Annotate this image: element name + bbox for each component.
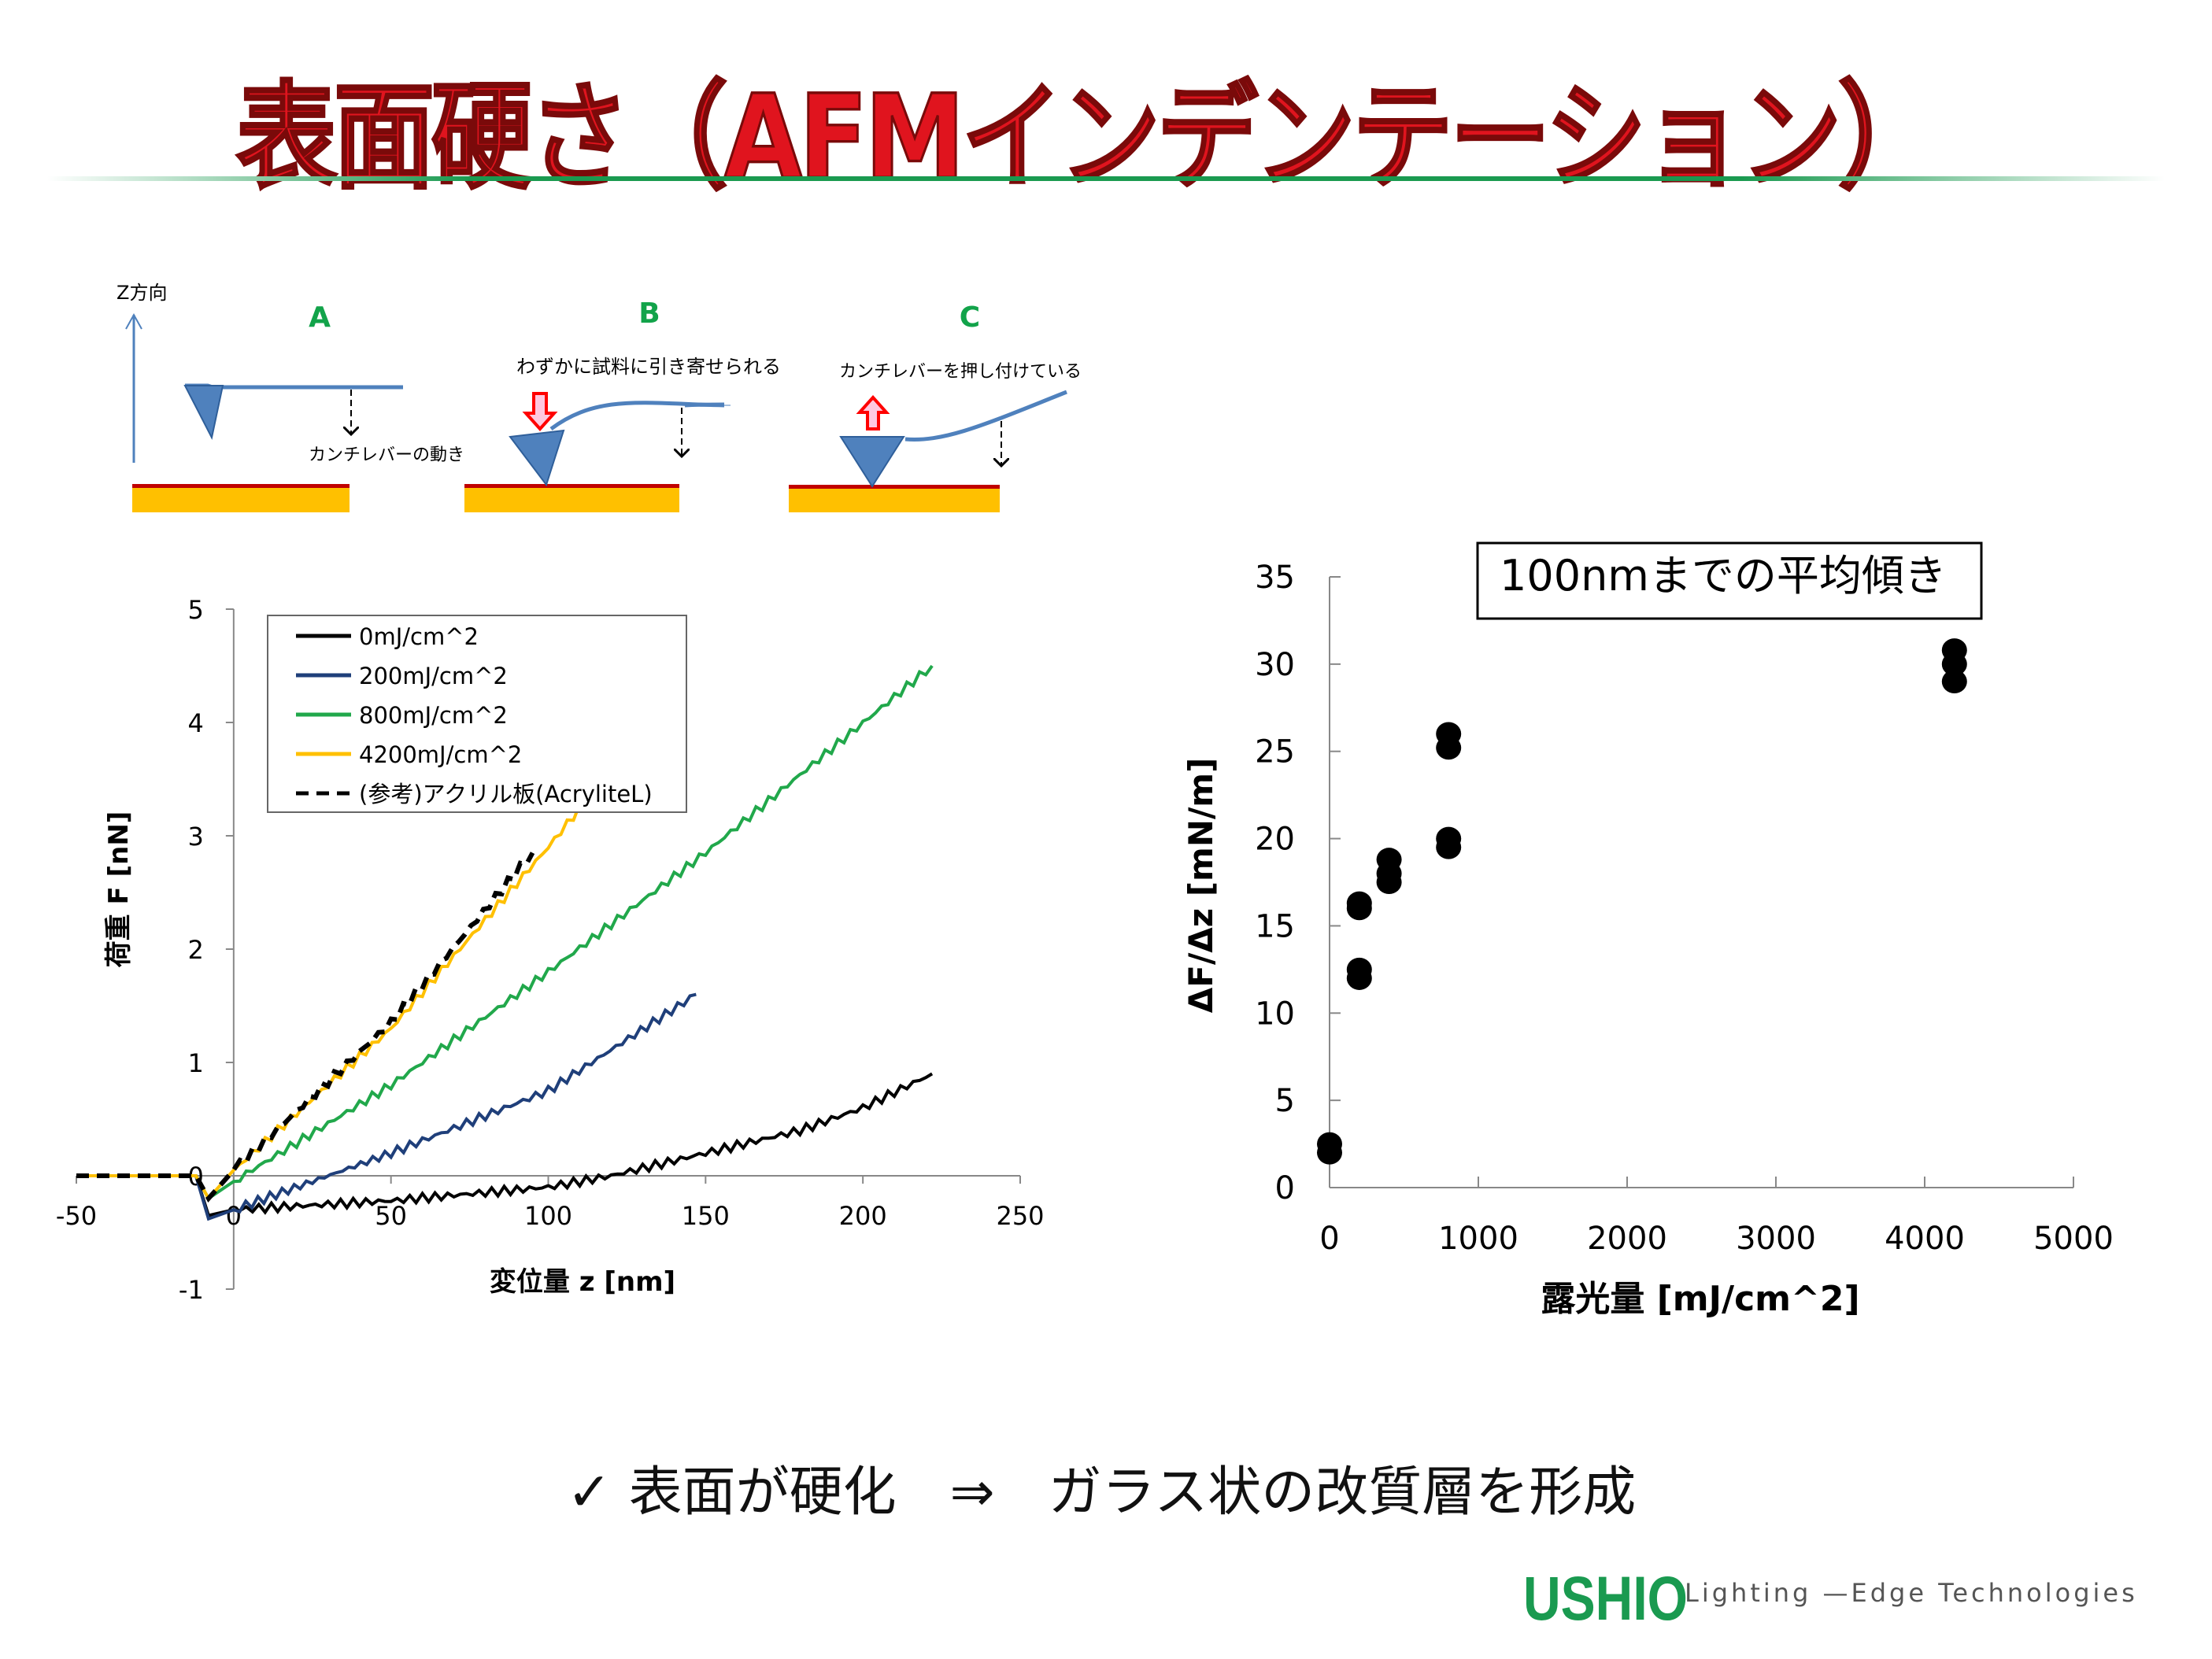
data-point	[1317, 1132, 1342, 1156]
attract-arrow-icon	[522, 392, 558, 431]
y-tick-label: 2	[187, 935, 203, 965]
substrate-c	[789, 488, 1000, 512]
y-tick-label: 3	[187, 822, 203, 852]
tagline: Lighting —Edge Technologies	[1685, 1578, 2138, 1608]
annotation-box	[1476, 541, 1983, 620]
x-tick-label: 50	[375, 1201, 407, 1231]
x-tick-label: 100	[524, 1201, 572, 1231]
legend-label-3: 4200mJ/cm^2	[359, 741, 522, 768]
y-tick-label: 0	[1275, 1170, 1295, 1206]
y-tick-label: 35	[1255, 560, 1295, 596]
cantilever-c	[904, 390, 1067, 442]
legend-label-2: 800mJ/cm^2	[359, 702, 508, 729]
series-line-4	[76, 852, 535, 1203]
y-tick-label: 30	[1255, 647, 1295, 683]
annotation-text: 100nmまでの平均傾き	[1500, 551, 1947, 600]
data-point	[1436, 722, 1462, 746]
cantilever-motion-note: カンチレバーの動き	[309, 445, 464, 465]
tip-b	[509, 429, 565, 487]
y-tick-label: 1	[187, 1048, 203, 1078]
panel-c-label: C	[960, 301, 980, 334]
series-line-2	[76, 664, 934, 1201]
x-tick-label: 1000	[1438, 1221, 1518, 1257]
data-point	[1346, 891, 1372, 915]
data-point	[1376, 848, 1402, 872]
y-axis-title: ΔF/Δz [mN/m]	[1182, 758, 1220, 1014]
push-arrow-icon	[856, 395, 890, 430]
x-tick-label: 0	[1319, 1221, 1339, 1257]
x-tick-label: 2000	[1587, 1221, 1667, 1257]
substrate-b	[464, 486, 679, 512]
x-axis-title: 変位量 z [nm]	[490, 1266, 675, 1298]
legend-label-1: 200mJ/cm^2	[359, 663, 508, 689]
y-tick-label: 5	[1275, 1083, 1295, 1119]
series-line-0	[76, 1072, 934, 1217]
page-title: 表面硬さ（AFMインデンテーション）	[235, 69, 1940, 207]
panel-b-label: B	[638, 297, 660, 330]
data-point	[1436, 826, 1462, 851]
y-tick-label: 4	[187, 708, 203, 738]
x-tick-label: 250	[996, 1201, 1044, 1231]
y-tick-label: 10	[1255, 996, 1295, 1032]
z-direction-label: Z方向	[117, 282, 167, 304]
slope-scatter-chart: 0 5 10 15 20 25 30 35 0 1000 2000 3000 4000 5000 露光量 […	[1182, 541, 2114, 1319]
x-tick-label: 200	[839, 1201, 887, 1231]
x-tick-label: -50	[56, 1201, 97, 1231]
attraction-note: わずかに試料に引き寄せられる	[516, 356, 781, 378]
y-tick-label: 5	[187, 595, 203, 625]
x-tick-label: 5000	[2033, 1221, 2114, 1257]
tip-a	[183, 385, 224, 440]
y-tick-label: 15	[1255, 908, 1295, 944]
data-point	[1941, 670, 1967, 694]
legend-label-0: 0mJ/cm^2	[359, 623, 479, 650]
afm-diagram: Z方向 A B C カンチレバーの動き わずかに試料に引き寄せられる カンチレバ…	[117, 282, 1082, 512]
data-point	[1346, 957, 1372, 981]
series-line-1	[76, 992, 697, 1221]
y-axis-title: 荷重 F [nN]	[103, 811, 135, 968]
tip-c	[839, 436, 905, 488]
y-tick-label: -1	[179, 1275, 204, 1305]
x-axis-title: 露光量 [mJ/cm^2]	[1541, 1279, 1859, 1319]
x-tick-label: 4000	[1885, 1221, 1965, 1257]
legend-label-4: (参考)アクリル板(AcryliteL)	[359, 781, 653, 807]
pushing-note: カンチレバーを押し付けている	[839, 362, 1082, 382]
conclusion-text: ✓ 表面が硬化 ⇒ ガラス状の改質層を形成	[567, 1461, 1637, 1524]
x-tick-label: 150	[682, 1201, 730, 1231]
y-tick-label: 25	[1255, 734, 1295, 770]
x-tick-label: 0	[226, 1201, 242, 1231]
substrate-a	[132, 486, 350, 512]
data-point	[1941, 638, 1967, 663]
y-tick-label: 20	[1255, 822, 1295, 858]
ushio-logo: USHIO	[1523, 1563, 1689, 1633]
title-divider	[47, 176, 2165, 181]
x-tick-label: 3000	[1736, 1221, 1816, 1257]
panel-a-label: A	[309, 301, 331, 334]
